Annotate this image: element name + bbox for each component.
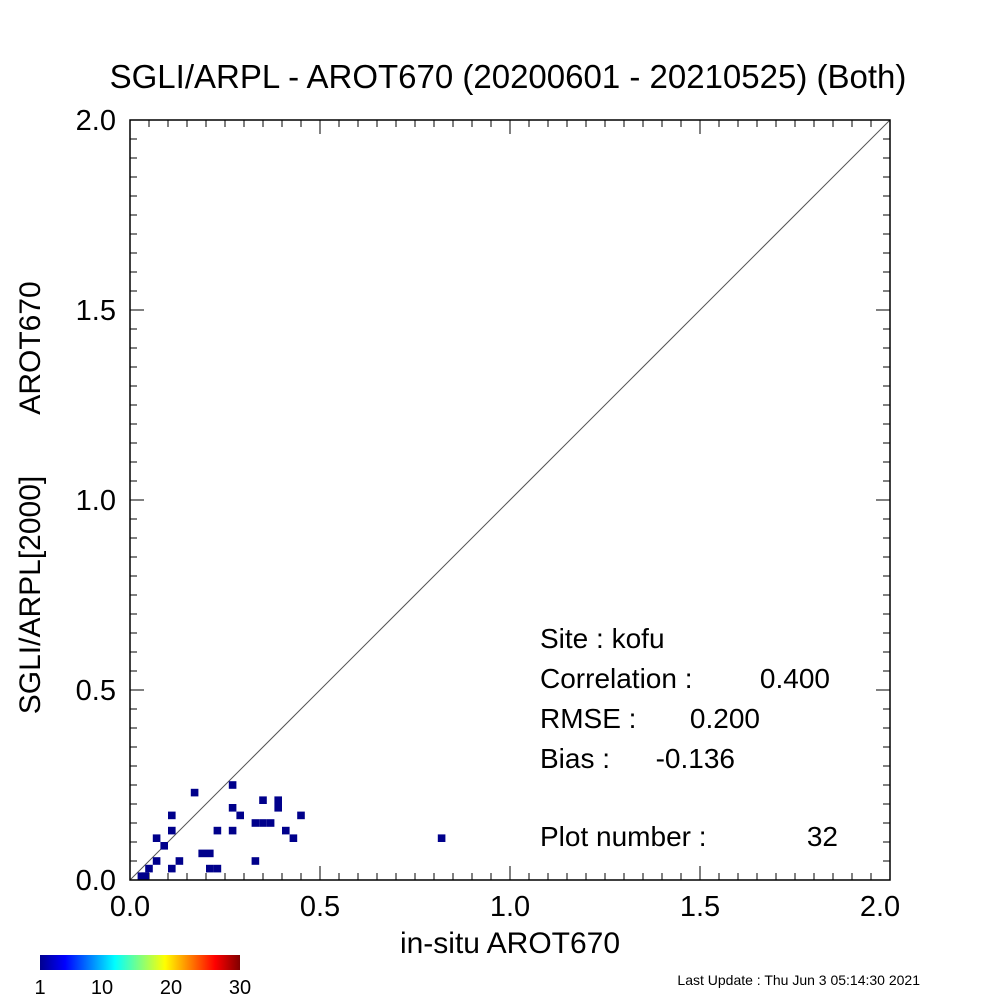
data-point xyxy=(175,857,184,865)
data-point xyxy=(160,842,168,850)
x-tick-label: 0.0 xyxy=(110,891,150,923)
data-point xyxy=(259,819,267,827)
rmse-value: 0.200 xyxy=(690,703,760,734)
x-tick-labels: 0.0 0.5 1.0 1.5 2.0 xyxy=(110,891,900,923)
colorbar-tick-labels: 1 10 20 30 xyxy=(34,977,251,999)
colorbar-tick-label: 20 xyxy=(160,977,182,999)
colorbar-tick-label: 1 xyxy=(34,977,45,999)
data-point xyxy=(259,796,267,804)
data-point xyxy=(228,826,237,835)
y-axis-label-quantity: AROT670 xyxy=(14,281,47,414)
x-tick-label: 2.0 xyxy=(860,891,900,923)
data-point xyxy=(228,804,237,812)
data-point xyxy=(213,826,222,835)
data-point xyxy=(282,826,290,835)
data-point xyxy=(206,849,214,858)
one-to-one-line xyxy=(129,119,891,881)
plot-frame xyxy=(129,119,891,881)
data-point xyxy=(251,819,260,827)
data-point xyxy=(236,811,244,820)
plot-number-value: 32 xyxy=(807,821,838,852)
x-tick-label: 1.0 xyxy=(490,891,530,923)
site-label: Site : kofu xyxy=(540,623,665,654)
data-point xyxy=(152,834,161,842)
data-point xyxy=(437,834,446,842)
data-point xyxy=(206,864,214,873)
y-axis-label: SGLI/ARPL[2000] xyxy=(14,476,47,714)
data-point xyxy=(297,811,305,820)
data-point xyxy=(168,864,176,873)
colorbar-tick-label: 10 xyxy=(91,977,113,999)
chart-title: SGLI/ARPL - AROT670 (20200601 - 20210525… xyxy=(110,58,907,95)
x-tick-label: 0.5 xyxy=(300,891,340,923)
correlation-label: Correlation : xyxy=(540,663,693,694)
data-point xyxy=(198,849,206,858)
x-axis-label: in-situ AROT670 xyxy=(400,927,620,960)
data-point xyxy=(141,872,149,880)
data-point xyxy=(274,804,282,812)
last-update-text: Last Update : Thu Jun 3 05:14:30 2021 xyxy=(677,972,920,988)
correlation-value: 0.400 xyxy=(760,663,830,694)
colorbar xyxy=(40,955,240,970)
minor-ticks xyxy=(130,120,890,880)
data-point xyxy=(168,811,176,820)
data-point xyxy=(289,834,298,842)
statistics-annotation: Site : kofu Correlation : 0.400 RMSE : 0… xyxy=(540,623,838,852)
bias-label: Bias : xyxy=(540,743,610,774)
y-tick-label: 2.0 xyxy=(76,105,116,137)
data-point xyxy=(145,864,153,873)
x-tick-label: 1.5 xyxy=(680,891,720,923)
plot-number-label: Plot number : xyxy=(540,821,707,852)
y-tick-labels: 0.0 0.5 1.0 1.5 2.0 xyxy=(76,105,116,897)
data-points xyxy=(137,781,446,880)
data-point xyxy=(152,857,161,865)
data-point xyxy=(266,819,275,827)
y-tick-label: 0.5 xyxy=(76,675,116,707)
data-point xyxy=(251,857,260,865)
data-point xyxy=(213,864,222,873)
data-point xyxy=(274,796,282,804)
data-point xyxy=(168,826,176,835)
y-tick-label: 1.0 xyxy=(76,485,116,517)
bias-value: -0.136 xyxy=(656,743,735,774)
data-point xyxy=(190,788,199,797)
rmse-label: RMSE : xyxy=(540,703,636,734)
colorbar-tick-label: 30 xyxy=(229,977,251,999)
data-point xyxy=(228,781,237,789)
y-tick-label: 0.0 xyxy=(76,865,116,897)
y-tick-label: 1.5 xyxy=(76,295,116,327)
